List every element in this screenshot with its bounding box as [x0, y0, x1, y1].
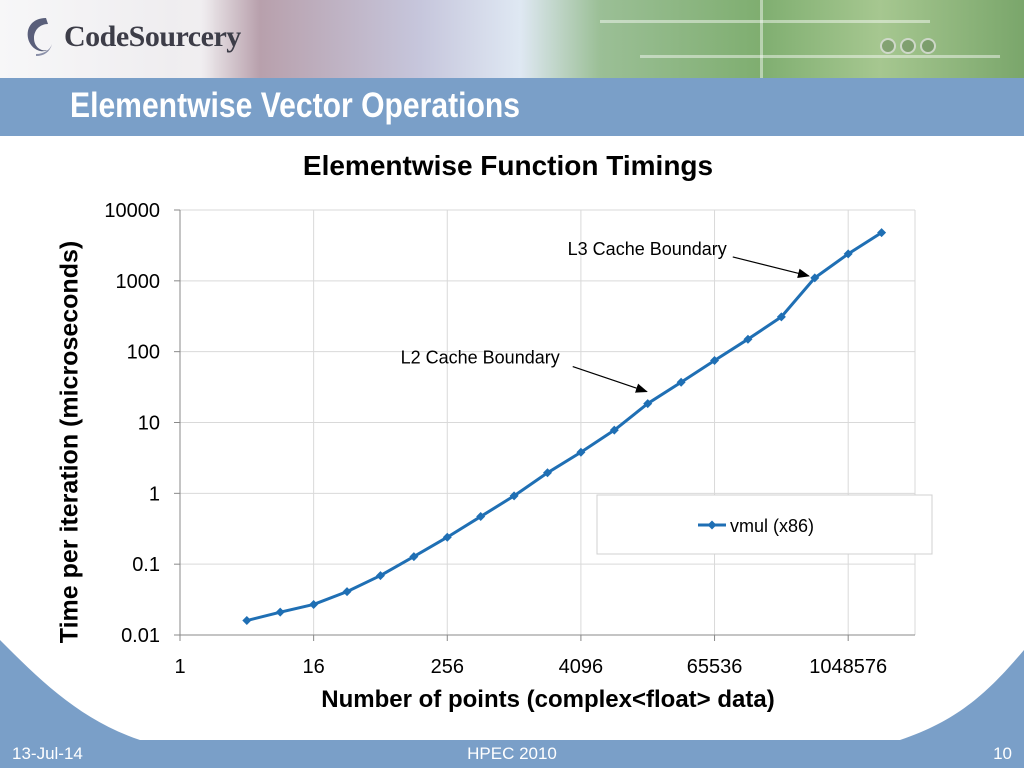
data-point [643, 399, 653, 409]
chart-legend: vmul (x86) [596, 494, 933, 555]
title-bar [0, 78, 1024, 136]
circuit-trace [760, 0, 763, 78]
data-point [810, 273, 820, 283]
circuit-trace [600, 20, 930, 23]
annotation-arrow [732, 256, 810, 278]
data-point [409, 552, 419, 562]
data-point [375, 571, 385, 581]
y-tick-label: 10000 [104, 200, 160, 222]
chart-plot: 10000 1000 100 10 1 0.1 0.01 1 16 256 4096 65536 104… [104, 200, 933, 678]
legend-box [596, 494, 933, 555]
y-axis-label-text: Time per iteration (microseconds) [55, 240, 84, 644]
x-tick-label: 1 [174, 656, 185, 678]
footer-conference: HPEC 2010 [467, 744, 557, 763]
data-point [509, 491, 519, 501]
annotation-label: L2 Cache Boundary [401, 348, 560, 368]
data-point [710, 356, 720, 366]
data-point [543, 468, 552, 478]
logo-swirl-icon [27, 18, 52, 56]
y-tick-label: 1000 [116, 271, 161, 293]
data-point [609, 425, 619, 435]
header-banner: CodeSourcery [0, 0, 1024, 78]
data-point [843, 249, 853, 259]
legend-marker-icon [707, 520, 717, 530]
data-point [275, 607, 285, 617]
data-point [342, 587, 352, 597]
x-tick-label: 16 [303, 656, 325, 678]
circuit-pad-icon [900, 38, 916, 54]
data-point [743, 334, 753, 344]
slide-title: Elementwise Vector Operations [70, 86, 520, 125]
data-point [877, 228, 887, 238]
x-tick-label: 256 [431, 656, 464, 678]
data-point [576, 447, 586, 457]
legend-label: vmul (x86) [730, 516, 814, 536]
x-axis-label: Number of points (complex<float> data) [321, 686, 775, 713]
annotation-arrow [572, 366, 648, 393]
logo-area: CodeSourcery [0, 0, 241, 78]
y-tick-label: 1 [149, 483, 160, 505]
y-tick-label: 0.01 [121, 625, 160, 647]
footer-page-number: 10 [993, 744, 1012, 763]
data-point [676, 377, 686, 387]
y-tick-label: 0.1 [132, 554, 160, 576]
circuit-pad-icon [920, 38, 936, 54]
data-point [242, 616, 252, 626]
y-tick-label: 10 [138, 413, 160, 435]
data-point [776, 312, 786, 322]
circuit-pad-icon [880, 38, 896, 54]
series-line [246, 231, 883, 622]
footer-swoosh [0, 640, 1024, 740]
chart-title: Elementwise Function Timings [302, 150, 714, 181]
logo-text: CodeSourcery [64, 20, 241, 53]
circuit-trace [640, 55, 1000, 58]
x-tick-label: 65536 [687, 656, 743, 678]
x-tick-label: 4096 [559, 656, 604, 678]
footer-bar [0, 740, 1024, 768]
data-point [476, 512, 486, 522]
data-point [442, 532, 452, 542]
x-tick-label: 1048576 [809, 656, 887, 678]
y-tick-label: 100 [127, 342, 160, 364]
data-point [309, 599, 319, 609]
annotation-label: L3 Cache Boundary [568, 239, 727, 259]
footer-date: 13-Jul-14 [12, 744, 83, 763]
